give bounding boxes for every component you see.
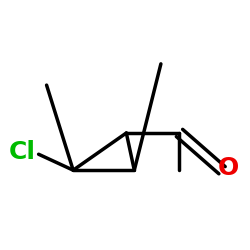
Text: Cl: Cl	[9, 140, 36, 164]
Text: O: O	[218, 156, 239, 180]
